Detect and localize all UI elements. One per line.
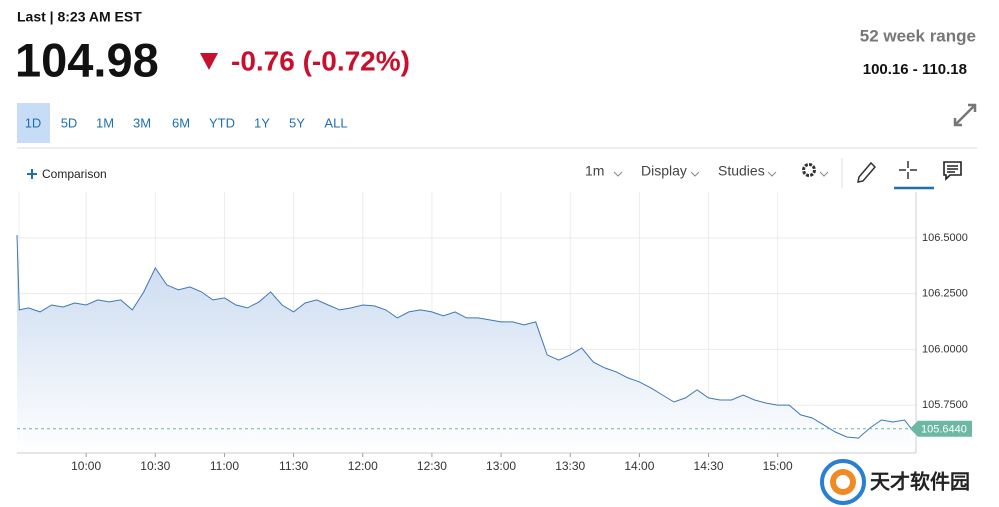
price-line: [16, 234, 912, 439]
price: 104.98: [15, 33, 159, 86]
comparison-button[interactable]: Comparison: [42, 167, 107, 181]
tabs: 1D 5D 1M 3M 6M YTD 1Y 5Y ALL: [25, 115, 348, 130]
range-tab[interactable]: ALL: [324, 115, 347, 130]
chevron: [767, 171, 777, 177]
plus-icon[interactable]: [27, 169, 37, 179]
chevron: [690, 171, 700, 177]
range-value: 100.16 - 110.18: [863, 61, 967, 78]
range-tab[interactable]: 3M: [133, 115, 151, 130]
x-tick-label: 10:30: [140, 459, 170, 473]
area-fill: [17, 235, 912, 453]
display-button[interactable]: Display: [641, 163, 687, 179]
interval-button[interactable]: 1m: [585, 163, 604, 179]
range-tab[interactable]: YTD: [209, 115, 235, 130]
y-tick-label: 106.2500: [922, 288, 968, 300]
x-tick-label: 11:30: [279, 459, 308, 473]
x-tick-label: 12:30: [417, 459, 447, 473]
y-tick-label: 106.0000: [922, 343, 968, 355]
x-tick-label: 10:00: [71, 459, 101, 473]
draw-icon[interactable]: [857, 161, 877, 183]
x-tick-label: 13:30: [555, 459, 585, 473]
watermark: 天才软件园: [870, 469, 970, 493]
x-tick-label: 13:00: [486, 459, 516, 473]
y-tick-label: 106.5000: [922, 232, 968, 244]
chevron: [613, 171, 623, 177]
x-tick-label: 14:30: [694, 459, 724, 473]
down-arrow: [200, 53, 218, 70]
range-title: 52 week range: [860, 26, 976, 45]
watermark-logo: [820, 459, 866, 505]
last-label: Last | 8:23 AM EST: [17, 9, 142, 25]
x-tick-label: 14:00: [624, 459, 654, 473]
expand-icon[interactable]: [953, 103, 977, 127]
y-tick-label: 105.7500: [922, 399, 968, 411]
range-tab[interactable]: 5D: [61, 115, 78, 130]
range-tab[interactable]: 6M: [172, 115, 190, 130]
range-tab[interactable]: 1M: [96, 115, 114, 130]
studies-button[interactable]: Studies: [718, 163, 765, 179]
last-price-label: 105.6440: [921, 424, 967, 436]
price-change: -0.76 (-0.72%): [231, 45, 410, 76]
crosshair-icon[interactable]: [899, 161, 917, 179]
range-tab[interactable]: 5Y: [289, 115, 305, 130]
settings-icon[interactable]: [802, 163, 829, 177]
x-tick-label: 15:00: [763, 459, 793, 473]
range-tab[interactable]: 1D: [25, 115, 42, 130]
x-tick-label: 11:00: [210, 459, 239, 473]
comment-icon[interactable]: [943, 161, 962, 181]
active-tab-bg: [17, 103, 50, 143]
plot: 105.7500 106.0000 106.2500 106.5000 10:00 10:…: [16, 192, 972, 473]
range-tab[interactable]: 1Y: [254, 115, 270, 130]
last-price-badge: [910, 420, 972, 437]
x-tick-label: 12:00: [348, 459, 378, 473]
